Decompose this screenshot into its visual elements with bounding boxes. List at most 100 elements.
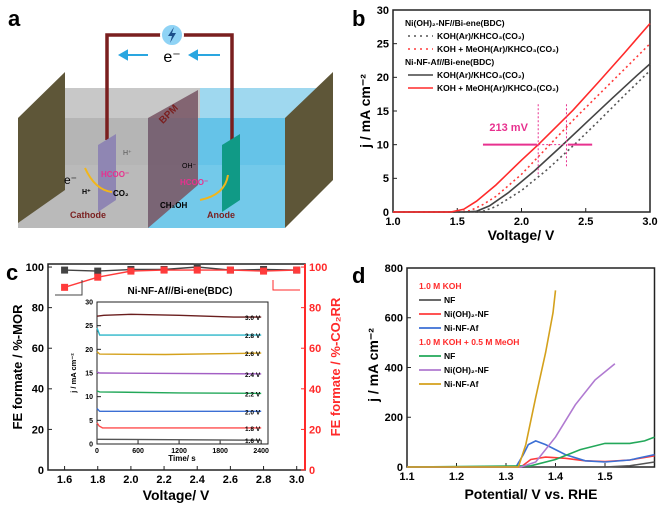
data-point-0 bbox=[94, 267, 102, 275]
legend-entry: NF bbox=[444, 351, 455, 361]
data-point-1 bbox=[61, 283, 69, 291]
y-tick-label: 10 bbox=[377, 140, 389, 152]
inset-series-line-7 bbox=[96, 313, 262, 318]
x-tick-label: 1.5 bbox=[597, 471, 612, 483]
anode-reactant: CH₃OH bbox=[160, 201, 187, 210]
legend-group-title: 1.0 M KOH bbox=[419, 281, 462, 291]
data-point-1 bbox=[94, 273, 102, 281]
data-point-1 bbox=[226, 266, 234, 274]
legend-entry: KOH(Ar)/KHCO₃(CO₂) bbox=[437, 31, 525, 41]
x-tick-label: 1800 bbox=[212, 448, 228, 455]
y-tick-label: 80 bbox=[32, 302, 44, 314]
inset-series-label: 2.2 V bbox=[245, 391, 261, 398]
annotation-label: 213 mV bbox=[489, 122, 528, 134]
series-line-0 bbox=[393, 70, 651, 213]
x-tick-label: 1.1 bbox=[399, 471, 414, 483]
data-point-1 bbox=[127, 267, 135, 275]
left-wall bbox=[18, 72, 65, 223]
anode-label: Anode bbox=[207, 210, 235, 220]
series-line-5 bbox=[407, 290, 557, 468]
y-tick-label: 15 bbox=[377, 106, 389, 118]
inset-series-label: 3.0 V bbox=[245, 315, 261, 322]
cathode-co2: CO₂ bbox=[113, 189, 129, 198]
anode-electrode bbox=[222, 134, 240, 212]
y-axis-label-left: FE formate / %-MOR bbox=[10, 304, 25, 430]
y-tick-label: 0 bbox=[397, 462, 403, 474]
x-tick-label: 2.0 bbox=[514, 216, 529, 228]
series-line-4 bbox=[407, 363, 616, 468]
inset-series-line-6 bbox=[96, 327, 262, 336]
legend-entry: Ni-NF-Af bbox=[444, 323, 479, 333]
x-tick-label: 1200 bbox=[171, 448, 187, 455]
y2-tick-label: 80 bbox=[309, 303, 321, 315]
y-tick-label: 600 bbox=[385, 313, 403, 325]
cathode-label: Cathode bbox=[70, 210, 106, 220]
x-tick-label: 2.5 bbox=[578, 216, 593, 228]
y-tick-label: 0 bbox=[38, 465, 44, 477]
y-tick-label: 20 bbox=[85, 347, 93, 354]
y-axis-label: j / mA cm⁻² bbox=[365, 328, 381, 403]
inset-series-label: 2.4 V bbox=[245, 372, 261, 379]
legend-entry: KOH + MeOH(Ar)/KHCO₃(CO₂) bbox=[437, 44, 559, 54]
x-tick-label: 2400 bbox=[253, 448, 269, 455]
data-point-0 bbox=[61, 266, 69, 274]
panel-b-chart: b 1.0 1.5 2.0 2.5 3.0 0 5 10 15 20 25 30 213 mV Volta… bbox=[352, 5, 658, 243]
inset-series-line-5 bbox=[96, 351, 262, 356]
inset-series-label: 2.6 V bbox=[245, 351, 261, 358]
x-tick-label: 1.8 bbox=[90, 474, 105, 486]
cathode-product: HCOO⁻ bbox=[101, 170, 129, 179]
y2-tick-label: 60 bbox=[309, 343, 321, 355]
y-tick-label: 400 bbox=[385, 362, 403, 374]
inset-series-line-3 bbox=[96, 390, 262, 395]
panel-d-chart: d 1.1 1.2 1.3 1.4 1.5 0 200 400 600 800 Potential/… bbox=[352, 263, 656, 502]
cathode-proton: H⁺ bbox=[82, 189, 91, 196]
legend-entry: Ni(OH)₂-NF bbox=[444, 309, 489, 319]
panel-label-b: b bbox=[352, 6, 365, 31]
legend-entry: KOH + MeOH(Ar)/KHCO₃(CO₂) bbox=[437, 83, 559, 93]
bipolar-membrane bbox=[148, 90, 198, 228]
x-tick-label: 1.5 bbox=[450, 216, 465, 228]
inset-series-label: 1.6 V bbox=[245, 438, 261, 445]
x-tick-label: 2.0 bbox=[123, 474, 138, 486]
x-axis-label: Voltage/ V bbox=[488, 227, 555, 243]
y-tick-label: 60 bbox=[32, 343, 44, 355]
anode-product: HCOO⁻ bbox=[180, 178, 208, 187]
x-tick-label: 2.4 bbox=[190, 474, 206, 486]
x-tick-label: 1.6 bbox=[57, 474, 72, 486]
x-tick-label: 3.0 bbox=[289, 474, 304, 486]
panel-label-d: d bbox=[352, 263, 365, 288]
series-line-3 bbox=[406, 436, 655, 468]
y2-tick-label: 0 bbox=[309, 465, 315, 477]
legend-entry: KOH(Ar)/KHCO₃(CO₂) bbox=[437, 70, 525, 80]
y-tick-label: 20 bbox=[32, 424, 44, 436]
x-tick-label: 1.4 bbox=[548, 471, 564, 483]
y-axis-label-right: FE formate / %-CO₂RR bbox=[328, 297, 343, 436]
y-tick-label: 15 bbox=[85, 370, 93, 377]
y-tick-label: 40 bbox=[32, 384, 44, 396]
panel-label-c: c bbox=[6, 260, 18, 285]
series-line-0 bbox=[64, 266, 297, 272]
right-wall bbox=[285, 72, 333, 228]
inset-series-label: 2.8 V bbox=[245, 333, 261, 340]
legend-entry: NF bbox=[444, 295, 455, 305]
lightning-icon bbox=[168, 27, 176, 43]
x-tick-label: 600 bbox=[132, 448, 144, 455]
y-tick-label: 100 bbox=[26, 262, 44, 274]
y2-tick-label: 20 bbox=[309, 424, 321, 436]
inset-series-line-4 bbox=[96, 371, 262, 375]
hydroxide-label: OH⁻ bbox=[182, 163, 197, 170]
cathode-electron: e⁻ bbox=[64, 173, 77, 187]
chart-title: Ni-NF-Af//Bi-ene(BDC) bbox=[128, 286, 233, 297]
axis-indicator-arrow-icon bbox=[272, 280, 300, 291]
panel-c-chart: c 1.6 1.8 2.0 2.2 2.4 2.6 2.8 3.002040608010002… bbox=[6, 260, 343, 503]
reaction-arrow-icon bbox=[199, 174, 229, 201]
x-tick-label: 0 bbox=[95, 448, 99, 455]
x-axis-label: Voltage/ V bbox=[143, 487, 210, 503]
y-tick-label: 5 bbox=[383, 173, 389, 185]
inset-y-axis-label: j / mA cm⁻² bbox=[69, 353, 78, 394]
y-tick-label: 30 bbox=[85, 299, 93, 306]
arrow-left-icon bbox=[117, 49, 220, 61]
panel-label-a: a bbox=[8, 6, 21, 31]
y-tick-label: 25 bbox=[85, 323, 93, 330]
reaction-arrow-icon bbox=[84, 167, 113, 193]
